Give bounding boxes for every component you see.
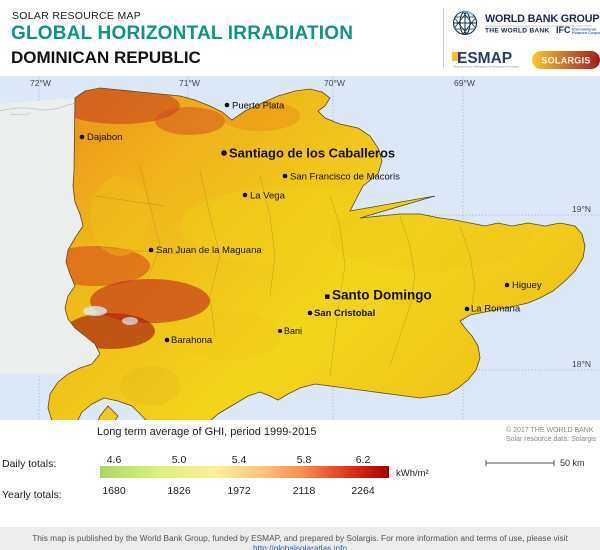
svg-text:6.2: 6.2 [356,454,371,466]
svg-text:WORLD BANK GROUP: WORLD BANK GROUP [485,13,599,25]
svg-text:1826: 1826 [167,485,191,497]
svg-text:La Vega: La Vega [250,191,286,202]
svg-text:5.0: 5.0 [172,454,187,466]
svg-text:19°N: 19°N [572,204,591,214]
svg-text:1680: 1680 [102,485,126,497]
svg-text:Daily totals:: Daily totals: [2,458,56,470]
svg-text:2264: 2264 [351,485,375,497]
svg-text:kWh/m²: kWh/m² [396,468,429,479]
svg-text:50 km: 50 km [560,458,585,468]
svg-text:Long term average of GHI, peri: Long term average of GHI, period 1999-20… [97,426,317,438]
svg-text:5.8: 5.8 [297,454,312,466]
svg-text:Barahona: Barahona [171,335,213,346]
svg-text:SOLARGIS: SOLARGIS [541,56,590,66]
svg-text:Dajabon: Dajabon [87,132,122,143]
svg-text:1972: 1972 [227,485,251,497]
svg-text:Energy Sector Management Assis: Energy Sector Management Assistance Prog… [454,64,519,68]
svg-text:18°N: 18°N [572,359,591,369]
svg-text:© 2017 THE WORLD BANK: © 2017 THE WORLD BANK [506,426,594,434]
svg-text:San Cristobal: San Cristobal [314,308,375,319]
svg-text:La Romana: La Romana [471,304,521,315]
svg-text:San Francisco de Macoris: San Francisco de Macoris [290,172,400,183]
svg-text:72°W: 72°W [30,78,51,88]
svg-text:IFC: IFC [556,25,571,35]
svg-text:4.6: 4.6 [107,454,122,466]
svg-text:Yearly totals:: Yearly totals: [2,489,62,501]
svg-text:2118: 2118 [293,485,316,497]
svg-text:Higuey: Higuey [512,280,542,291]
svg-text:Bani: Bani [284,326,302,336]
svg-text:Santiago de los Caballeros: Santiago de los Caballeros [229,146,395,161]
svg-text:Santo Domingo: Santo Domingo [332,288,432,303]
svg-text:San Juan de la Maguana: San Juan de la Maguana [156,245,262,256]
svg-text:Solar resource data: Solargis: Solar resource data: Solargis [506,436,597,443]
svg-text:THE WORLD BANK: THE WORLD BANK [485,28,549,35]
svg-text:70°W: 70°W [324,78,345,88]
svg-text:71°W: 71°W [179,78,200,88]
svg-text:Finance Corporation: Finance Corporation [572,30,600,35]
svg-text:Puerto Plata: Puerto Plata [232,101,285,112]
svg-text:69°W: 69°W [454,78,475,88]
svg-text:5.4: 5.4 [232,454,247,466]
